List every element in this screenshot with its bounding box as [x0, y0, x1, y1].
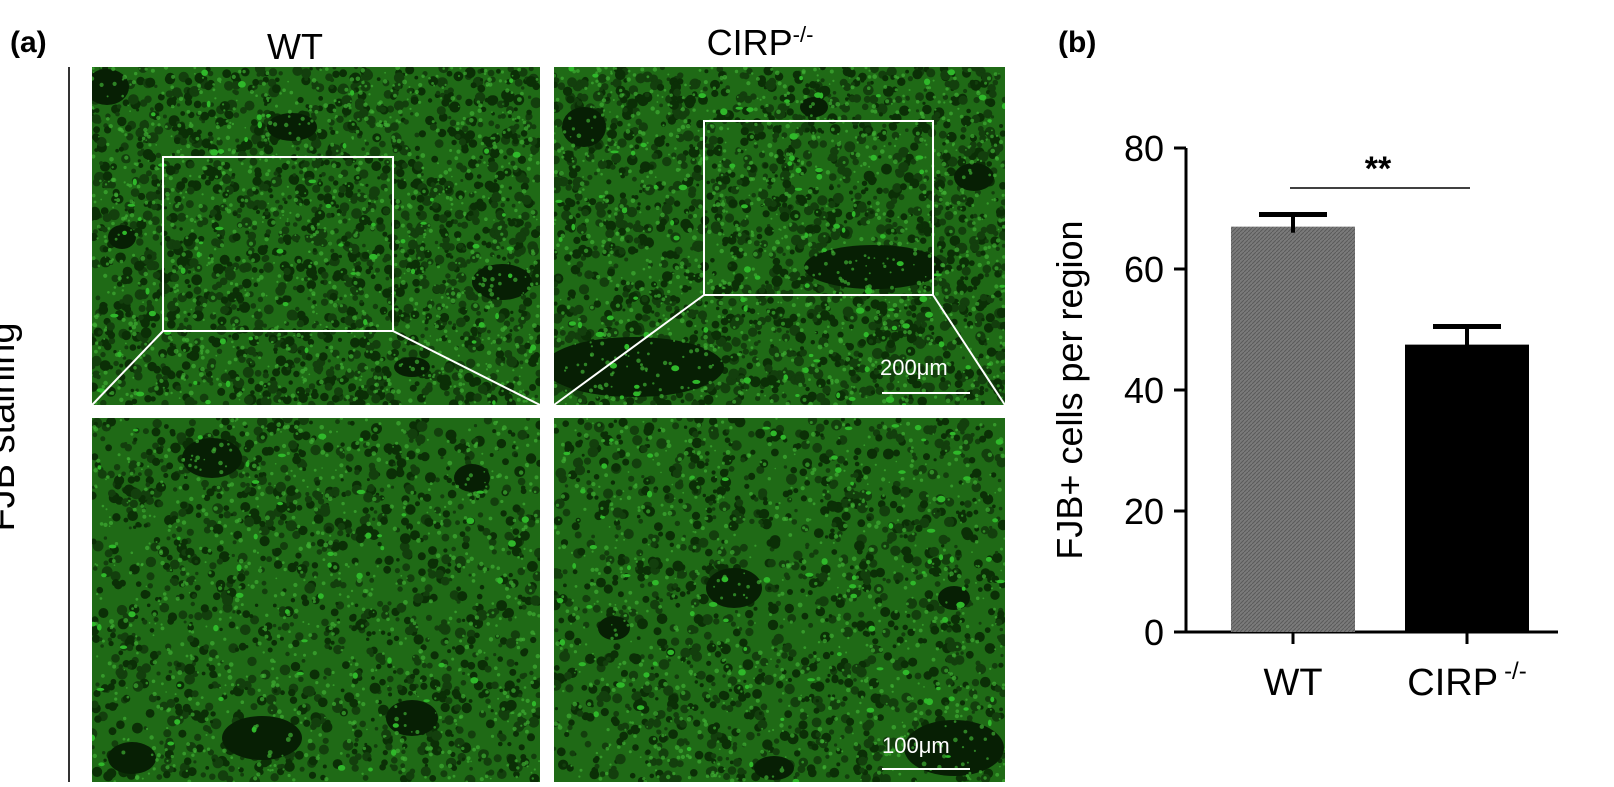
y-axis-label: FJB+ cells per region: [1049, 220, 1090, 559]
column-title-wt: WT: [267, 26, 323, 67]
bar-chart: 0 20 40 60 80 FJB+ cells per region WT CIRP -/- *…: [1049, 128, 1558, 704]
x-tick-label: WT: [1263, 662, 1322, 704]
bar-cirp: [1405, 344, 1529, 632]
column-title-cirp-sup: -/-: [792, 22, 814, 47]
panel-a-label: (a): [10, 26, 47, 59]
scale-bar-200um: [882, 392, 970, 394]
micrograph-wt-high-mag: [92, 418, 540, 782]
y-tick-label: 40: [1124, 370, 1164, 411]
x-tick-label: CIRP -/-: [1407, 658, 1526, 704]
significance-marker: **: [1365, 150, 1392, 188]
y-tick-label: 0: [1144, 612, 1164, 653]
y-tick-label: 60: [1124, 249, 1164, 290]
scale-label-100um: 100μm: [882, 733, 950, 758]
y-tick-label: 20: [1124, 491, 1164, 532]
column-title-cirp-ko: CIRP-/-: [645, 22, 875, 64]
scale-bar-100um: [882, 768, 970, 770]
panel-b-label: (b): [1058, 26, 1097, 59]
micrograph-wt-low-mag: [92, 67, 540, 405]
scale-label-200um: 200μm: [880, 355, 948, 380]
row-divider-line: [68, 67, 70, 782]
row-label-fjb-staining: FJB staining: [0, 322, 23, 532]
y-tick-label: 80: [1124, 128, 1164, 169]
column-title-cirp-text: CIRP: [706, 22, 793, 63]
bar-wt: [1231, 226, 1355, 632]
micrograph-cirp-high-mag: [554, 418, 1005, 782]
